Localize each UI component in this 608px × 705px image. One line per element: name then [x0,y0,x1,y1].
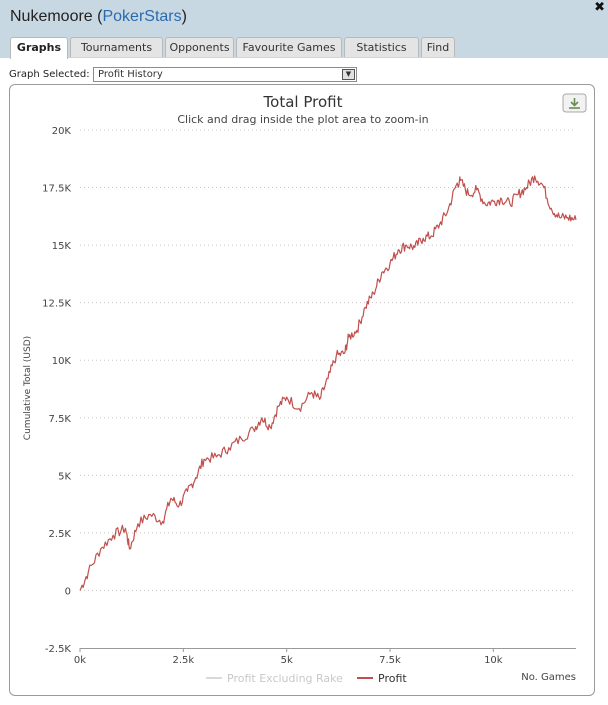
chart-subtitle: Click and drag inside the plot area to z… [177,113,428,126]
y-tick-label: 7.5K [49,414,72,425]
tab-statistics[interactable]: Statistics [344,37,419,57]
chart-title: Total Profit [263,93,343,111]
y-tick-label: 15K [52,241,72,252]
y-tick-label: 20K [52,126,72,137]
download-icon[interactable] [562,93,587,113]
graph-select[interactable]: Profit History ▼ [93,67,357,82]
x-axis-label: No. Games [521,672,576,683]
y-tick-label: 5K [58,471,71,482]
site-name[interactable]: PokerStars [102,8,182,25]
y-tick-label: 0 [65,586,71,597]
y-tick-label: 17.5K [42,184,71,195]
player-name: Nukemoore [10,8,93,25]
graph-select-value: Profit History [98,69,163,80]
chart-series [79,175,577,591]
chevron-down-icon[interactable]: ▼ [342,69,355,80]
close-icon[interactable]: ✖ [594,0,605,15]
x-axis-ticks: 0k 2.5k 5k 7.5k 10k [74,648,503,666]
chart-gridlines [80,129,576,649]
tab-find[interactable]: Find [421,37,455,57]
tab-opponents[interactable]: Opponents [165,37,234,57]
legend: Profit Excluding Rake Profit [206,672,407,685]
y-tick-label: 10K [52,356,72,367]
x-tick-label: 0k [74,655,86,666]
x-tick-label: 2.5k [172,655,194,666]
y-tick-label: 2.5K [49,529,72,540]
graph-selected-label: Graph Selected: [9,69,90,80]
window-title: Nukemoore (PokerStars) [10,8,187,26]
y-axis-ticks: -2.5K 0 2.5K 5K 7.5K 10K 12.5K 15K 17.5K 20K [42,126,71,655]
tab-favourite-games[interactable]: Favourite Games [236,37,342,57]
y-tick-label: -2.5K [45,644,72,655]
tab-graphs[interactable]: Graphs [10,37,68,59]
title-paren-close: ) [181,8,187,25]
y-tick-label: 12.5K [42,299,71,310]
window-header: Nukemoore (PokerStars) ✖ Graphs Tourname… [0,0,608,59]
title-paren-open: ( [97,8,103,25]
chart-container[interactable] [9,84,595,696]
x-tick-label: 5k [281,655,293,666]
y-axis-label: Cumulative Total (USD) [23,336,33,440]
legend-profit-excluding-rake[interactable]: Profit Excluding Rake [227,672,343,685]
series-line-profit[interactable] [79,175,577,591]
tab-tournaments[interactable]: Tournaments [70,37,163,57]
x-tick-label: 7.5k [379,655,401,666]
legend-profit[interactable]: Profit [378,672,407,685]
x-tick-label: 10k [484,655,503,666]
